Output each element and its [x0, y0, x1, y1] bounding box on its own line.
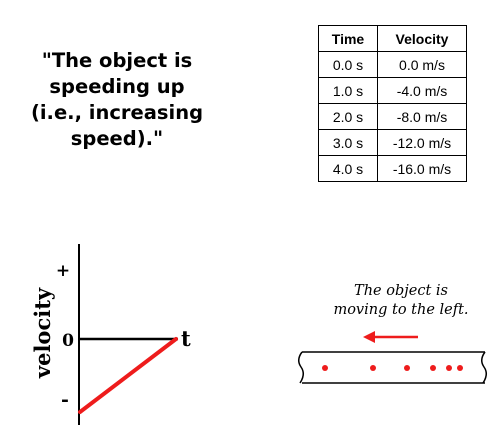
tape-dot [404, 365, 410, 371]
tape-dot [457, 365, 463, 371]
tape-left-tear [298, 351, 304, 384]
caption-line-2: moving to the left. [333, 302, 469, 318]
motion-caption: The object is moving to the left. [316, 282, 486, 320]
ticker-tape-diagram [298, 331, 487, 384]
cell-velocity: -4.0 m/s [377, 77, 467, 104]
cell-velocity: -16.0 m/s [377, 155, 467, 182]
statement-line-1: "The object is [41, 49, 193, 72]
statement-line-4: speed)." [70, 127, 164, 150]
velocity-line [78, 337, 178, 414]
time-velocity-table: Time Velocity 0.0 s 0.0 m/s 1.0 s -4.0 m… [318, 25, 467, 182]
cell-velocity: -8.0 m/s [377, 103, 467, 130]
cell-time: 2.0 s [318, 103, 378, 130]
cell-time: 1.0 s [318, 77, 378, 104]
table-row: 0.0 s 0.0 m/s [318, 51, 467, 78]
statement-text: "The object is speeding up (i.e., increa… [18, 48, 216, 152]
table-row: 4.0 s -16.0 m/s [318, 155, 467, 182]
tape-dot [322, 365, 328, 371]
tape-dot [430, 365, 436, 371]
cell-velocity: -12.0 m/s [377, 129, 467, 156]
header-velocity: Velocity [377, 25, 467, 52]
y-axis-label: velocity [30, 287, 55, 379]
cell-time: 3.0 s [318, 129, 378, 156]
header-time: Time [318, 25, 378, 52]
statement-line-3: (i.e., increasing [30, 101, 204, 124]
plus-sign: + [56, 261, 70, 281]
tape-dot [370, 365, 376, 371]
velocity-time-graph: velocity + 0 - t [30, 244, 191, 425]
zero-label: 0 [62, 331, 74, 351]
tape-right-tear [481, 351, 487, 384]
x-axis-label: t [181, 326, 191, 351]
cell-time: 0.0 s [318, 51, 378, 78]
tape-dot [446, 365, 452, 371]
left-arrow [363, 331, 418, 343]
table-row: 2.0 s -8.0 m/s [318, 103, 467, 130]
table-header-row: Time Velocity [318, 25, 467, 52]
table-row: 3.0 s -12.0 m/s [318, 129, 467, 156]
statement-line-2: speeding up [49, 75, 185, 98]
table-row: 1.0 s -4.0 m/s [318, 77, 467, 104]
cell-time: 4.0 s [318, 155, 378, 182]
cell-velocity: 0.0 m/s [377, 51, 467, 78]
minus-sign: - [61, 389, 69, 411]
caption-line-1: The object is [354, 283, 448, 299]
arrow-head [363, 331, 375, 343]
tape-dots [322, 365, 463, 371]
